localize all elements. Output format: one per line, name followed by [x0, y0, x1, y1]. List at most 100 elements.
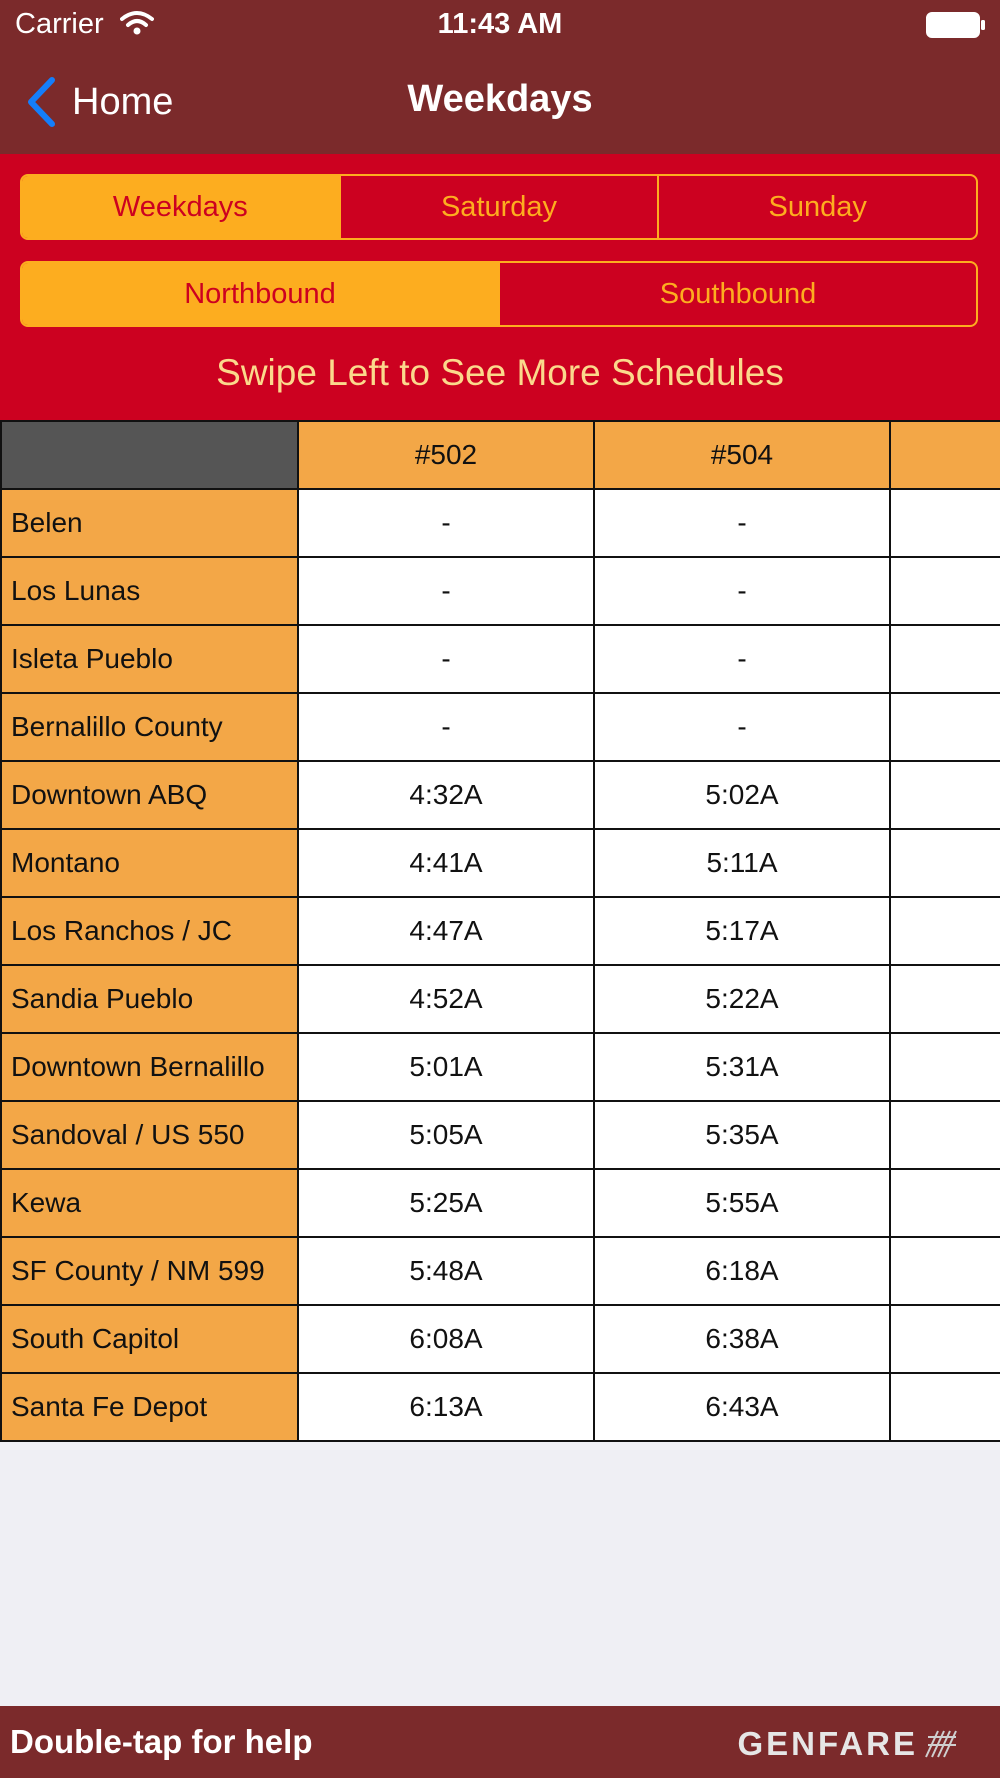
help-footer[interactable]: Double-tap for help GENFARE — [0, 1706, 1000, 1778]
stop-name: Bernalillo County — [0, 692, 299, 762]
time-cell: 4:52A — [297, 964, 595, 1034]
direction-segmented-control: Northbound Southbound — [20, 261, 978, 327]
stop-name: South Capitol — [0, 1304, 299, 1374]
stop-name: Montano — [0, 828, 299, 898]
time-cell: 5:01A — [297, 1032, 595, 1102]
time-cell: 5:11A — [593, 828, 891, 898]
table-row: Sandoval / US 550 5:05A 5:35A 6 — [0, 1100, 1000, 1170]
time-cell: 6 — [889, 760, 1000, 830]
table-row: Isleta Pueblo - - 6 — [0, 624, 1000, 694]
time-cell: 5:22A — [593, 964, 891, 1034]
schedule-table-scroll[interactable]: #502 #504 #1 Belen - - 5 Los Lunas - - 5… — [0, 420, 1000, 1508]
time-cell — [889, 1032, 1000, 1102]
back-button[interactable]: Home — [26, 76, 173, 128]
wifi-icon — [120, 11, 154, 35]
carrier-label: Carrier — [15, 8, 104, 40]
status-time: 11:43 AM — [437, 8, 563, 40]
time-cell: 6 — [889, 896, 1000, 966]
status-bar: Carrier 11:43 AM — [0, 0, 1000, 50]
time-cell: - — [297, 692, 595, 762]
help-hint: Double-tap for help — [10, 1723, 313, 1760]
time-cell: - — [297, 556, 595, 626]
table-row: Los Lunas - - 5 — [0, 556, 1000, 626]
genfare-mark-icon — [925, 1730, 957, 1758]
back-button-label: Home — [72, 80, 174, 123]
time-cell: 6:18A — [593, 1236, 891, 1306]
stop-name: Sandia Pueblo — [0, 964, 299, 1034]
time-cell: 5:48A — [297, 1236, 595, 1306]
time-cell: 7 — [889, 1168, 1000, 1238]
stop-name: Downtown Bernalillo — [0, 1032, 299, 1102]
time-cell: - — [297, 624, 595, 694]
stop-name: Downtown ABQ — [0, 760, 299, 830]
stop-name: Sandoval / US 550 — [0, 1100, 299, 1170]
table-header-row: #502 #504 #1 — [0, 420, 1000, 490]
stop-name: Kewa — [0, 1168, 299, 1238]
time-cell: 6:43A — [593, 1372, 891, 1442]
table-row: SF County / NM 599 5:48A 6:18A 7 — [0, 1236, 1000, 1306]
time-cell: 5 — [889, 488, 1000, 558]
tab-sunday[interactable]: Sunday — [657, 176, 976, 238]
stop-name: Los Lunas — [0, 556, 299, 626]
brand-name: GENFARE — [737, 1725, 918, 1762]
time-cell: 6:08A — [297, 1304, 595, 1374]
table-row: Belen - - 5 — [0, 488, 1000, 558]
time-cell — [889, 828, 1000, 898]
table-row: Sandia Pueblo 4:52A 5:22A — [0, 964, 1000, 1034]
time-cell: 4:41A — [297, 828, 595, 898]
schedule-table: #502 #504 #1 Belen - - 5 Los Lunas - - 5… — [0, 420, 1000, 1442]
navigation-bar: Home Weekdays — [0, 50, 1000, 154]
time-cell: 5:02A — [593, 760, 891, 830]
time-cell: 5:31A — [593, 1032, 891, 1102]
time-cell: - — [593, 692, 891, 762]
schedule-controls: Weekdays Saturday Sunday Northbound Sout… — [0, 154, 1000, 420]
time-cell: 6:13A — [297, 1372, 595, 1442]
tab-northbound[interactable]: Northbound — [22, 263, 498, 325]
time-cell: - — [593, 556, 891, 626]
time-cell: - — [593, 488, 891, 558]
column-header: #1 — [889, 420, 1000, 490]
time-cell: 6 — [889, 624, 1000, 694]
time-cell: 7 — [889, 1236, 1000, 1306]
time-cell — [889, 964, 1000, 1034]
column-header: #504 — [593, 420, 891, 490]
time-cell: 4:47A — [297, 896, 595, 966]
column-header: #502 — [297, 420, 595, 490]
time-cell: 7 — [889, 1372, 1000, 1442]
time-cell: 5:25A — [297, 1168, 595, 1238]
time-cell: - — [297, 488, 595, 558]
tab-saturday[interactable]: Saturday — [338, 176, 658, 238]
time-cell: 7 — [889, 1304, 1000, 1374]
time-cell: 4:32A — [297, 760, 595, 830]
time-cell: 5 — [889, 556, 1000, 626]
time-cell: 5:55A — [593, 1168, 891, 1238]
genfare-logo: GENFARE — [737, 1725, 958, 1763]
stop-name: Los Ranchos / JC — [0, 896, 299, 966]
table-row: Santa Fe Depot 6:13A 6:43A 7 — [0, 1372, 1000, 1442]
battery-icon — [926, 12, 985, 38]
time-cell: 5:35A — [593, 1100, 891, 1170]
table-row: Montano 4:41A 5:11A — [0, 828, 1000, 898]
time-cell: 6 — [889, 1100, 1000, 1170]
tab-southbound[interactable]: Southbound — [498, 263, 976, 325]
stop-name: Isleta Pueblo — [0, 624, 299, 694]
table-row: Kewa 5:25A 5:55A 7 — [0, 1168, 1000, 1238]
day-segmented-control: Weekdays Saturday Sunday — [20, 174, 978, 240]
swipe-hint: Swipe Left to See More Schedules — [216, 352, 784, 393]
chevron-left-icon — [28, 77, 55, 127]
time-cell: 5:05A — [297, 1100, 595, 1170]
time-cell: 6:38A — [593, 1304, 891, 1374]
time-cell: 5:17A — [593, 896, 891, 966]
corner-cell — [0, 420, 299, 490]
table-row: South Capitol 6:08A 6:38A 7 — [0, 1304, 1000, 1374]
table-row: Downtown Bernalillo 5:01A 5:31A — [0, 1032, 1000, 1102]
stop-name: Santa Fe Depot — [0, 1372, 299, 1442]
time-cell — [889, 692, 1000, 762]
table-row: Bernalillo County - - — [0, 692, 1000, 762]
table-row: Los Ranchos / JC 4:47A 5:17A 6 — [0, 896, 1000, 966]
stop-name: SF County / NM 599 — [0, 1236, 299, 1306]
table-row: Downtown ABQ 4:32A 5:02A 6 — [0, 760, 1000, 830]
time-cell: - — [593, 624, 891, 694]
tab-weekdays[interactable]: Weekdays — [22, 176, 339, 238]
page-title: Weekdays — [407, 78, 593, 120]
